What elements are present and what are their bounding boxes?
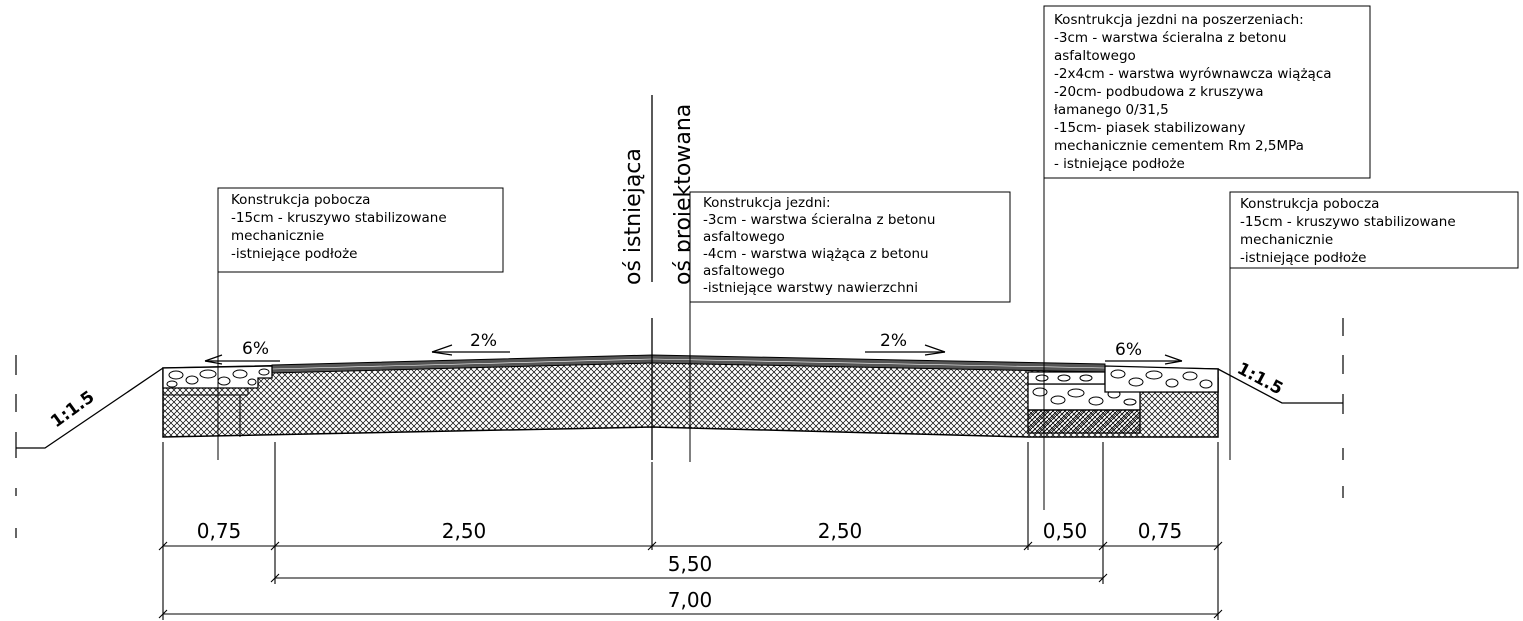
slope-arrow-left-shoulder: 6% bbox=[204, 339, 280, 365]
note-widening-line: - istniejące podłoże bbox=[1054, 156, 1185, 172]
note-widening-line: łamanego 0/31,5 bbox=[1054, 102, 1169, 118]
dimension-label: 0,75 bbox=[197, 519, 242, 543]
slope-label-left-lane: 2% bbox=[470, 331, 497, 351]
axis-label-existing: oś istniejąca bbox=[621, 148, 646, 285]
dimension-label: 2,50 bbox=[442, 519, 487, 543]
note-right-shoulder-line: Konstrukcja pobocza bbox=[1240, 196, 1379, 212]
slope-arrow-right-shoulder: 6% bbox=[1105, 340, 1183, 365]
note-widening-line: -15cm- piasek stabilizowany bbox=[1054, 120, 1245, 136]
stabilized-sand-layer bbox=[1027, 409, 1141, 434]
slope-label-left-shoulder: 6% bbox=[242, 339, 269, 359]
slope-label-right-lane: 2% bbox=[880, 331, 907, 351]
dimension-extension-lines bbox=[162, 442, 1219, 620]
note-widening-line: -20cm- podbudowa z kruszywa bbox=[1054, 84, 1263, 100]
note-widening-line: -2x4cm - warstwa wyrównawcza wiążąca bbox=[1054, 66, 1332, 82]
note-roadway-line: asfaltowego bbox=[703, 263, 785, 279]
asphalt-layer-line bbox=[651, 358, 1106, 369]
left-embankment-line bbox=[16, 367, 164, 449]
dimension-row-3 bbox=[158, 609, 1223, 619]
slope-arrow-right-lane: 2% bbox=[865, 331, 946, 356]
note-left-shoulder-line: -15cm - kruszywo stabilizowane bbox=[231, 210, 447, 226]
note-widening-line: Kosntrukcja jezdni na poszerzeniach: bbox=[1054, 12, 1304, 28]
note-right-shoulder-line: -istniejące podłoże bbox=[1240, 250, 1367, 266]
dimension-label: 2,50 bbox=[818, 519, 863, 543]
right-embankment-line bbox=[1217, 368, 1343, 404]
note-roadway-line: asfaltowego bbox=[703, 229, 785, 245]
note-box-widening bbox=[1043, 5, 1371, 179]
dimension-label: 7,00 bbox=[668, 588, 713, 612]
embankment-ratio-right: 1:1.5 bbox=[1234, 359, 1286, 400]
note-left-shoulder-line: mechanicznie bbox=[231, 228, 324, 244]
note-roadway-line: -3cm - warstwa ścieralna z betonu bbox=[703, 212, 935, 228]
note-left-shoulder-line: Konstrukcja pobocza bbox=[231, 192, 370, 208]
note-left-shoulder-line: -istniejące podłoże bbox=[231, 246, 358, 262]
note-roadway-line: -4cm - warstwa wiążąca z betonu bbox=[703, 246, 929, 262]
note-roadway-line: Konstrukcja jezdni: bbox=[703, 195, 831, 211]
dimension-label: 5,50 bbox=[668, 552, 713, 576]
asphalt-layer-line bbox=[271, 358, 653, 370]
note-roadway-line: -istniejące warstwy nawierzchni bbox=[703, 280, 918, 296]
dimension-row-1 bbox=[158, 541, 1223, 551]
note-box-left-shoulder bbox=[217, 187, 504, 273]
slope-arrow-left-lane: 2% bbox=[431, 331, 510, 356]
note-widening-line: asfaltowego bbox=[1054, 48, 1136, 64]
note-right-shoulder-line: mechanicznie bbox=[1240, 232, 1333, 248]
note-widening-line: mechanicznie cementem Rm 2,5MPa bbox=[1054, 138, 1304, 154]
dimension-label: 0,50 bbox=[1043, 519, 1088, 543]
note-right-shoulder-line: -15cm - kruszywo stabilizowane bbox=[1240, 214, 1456, 230]
note-box-right-shoulder bbox=[1229, 191, 1519, 269]
dimension-label: 0,75 bbox=[1138, 519, 1183, 543]
right-shoulder-aggregate bbox=[1104, 365, 1219, 393]
note-box-roadway bbox=[689, 191, 1011, 303]
embankment-ratio-left: 1:1.5 bbox=[47, 387, 98, 432]
dimension-row-2 bbox=[270, 573, 1108, 583]
slope-label-right-shoulder: 6% bbox=[1115, 340, 1142, 360]
note-widening-line: -3cm - warstwa ścieralna z betonu bbox=[1054, 30, 1286, 46]
